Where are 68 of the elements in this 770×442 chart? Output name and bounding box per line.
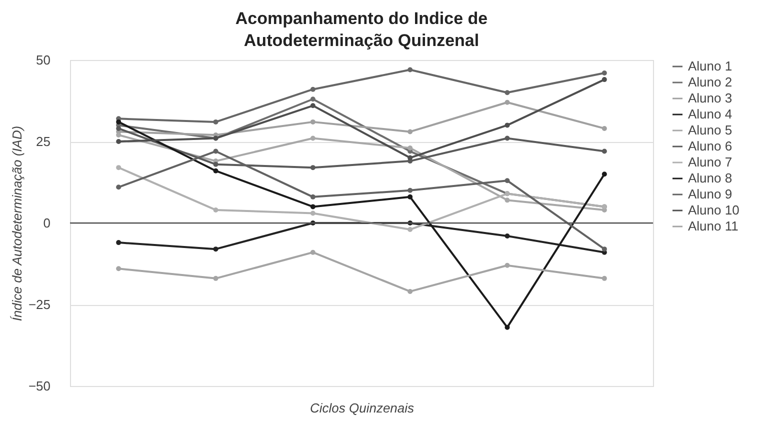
point <box>504 100 510 105</box>
point <box>602 77 607 82</box>
point <box>504 234 510 239</box>
point <box>408 227 413 232</box>
y-tick-label: −50 <box>28 378 50 394</box>
point <box>408 67 413 72</box>
point <box>310 210 316 216</box>
point <box>602 70 607 76</box>
legend-label: Aluno 2 <box>688 74 732 90</box>
point <box>602 148 607 154</box>
point <box>213 207 218 212</box>
point <box>504 198 510 203</box>
y-tick-label: −25 <box>28 297 50 312</box>
point <box>213 162 218 167</box>
point <box>408 146 413 151</box>
point <box>310 165 316 170</box>
y-tick-label: 25 <box>36 134 50 149</box>
point <box>213 148 218 154</box>
legend-label: Aluno 4 <box>688 106 732 122</box>
point <box>602 172 607 177</box>
point <box>213 276 218 281</box>
point <box>504 90 510 96</box>
point <box>116 240 122 246</box>
chart-title: Acompanhamento do Indice de Autodeterminação Quinzenal <box>235 9 488 50</box>
legend-label: Aluno 6 <box>688 138 732 154</box>
point <box>408 188 413 193</box>
point <box>310 194 316 200</box>
point <box>116 184 122 190</box>
point <box>310 136 316 141</box>
legend-label: Aluno 7 <box>688 154 732 170</box>
point <box>504 122 510 128</box>
point <box>116 266 122 272</box>
legend-label: Aluno 8 <box>688 170 732 186</box>
legend-label: Aluno 9 <box>688 186 732 202</box>
point <box>213 168 218 174</box>
point <box>504 178 510 184</box>
point <box>310 86 316 92</box>
point <box>602 276 607 281</box>
point <box>408 129 413 134</box>
point <box>310 96 316 102</box>
legend-label: Aluno 10 <box>688 202 740 218</box>
point <box>602 126 607 131</box>
point <box>310 250 316 255</box>
legend-label: Aluno 11 <box>688 218 738 234</box>
point <box>408 155 413 160</box>
point <box>408 288 413 294</box>
point <box>116 126 122 131</box>
point <box>116 139 122 144</box>
legend-label: Aluno 1 <box>688 58 732 74</box>
point <box>310 103 316 108</box>
point <box>116 119 122 124</box>
legend-label: Aluno 5 <box>688 122 732 138</box>
point <box>310 119 316 124</box>
point <box>602 246 607 252</box>
point <box>116 132 122 138</box>
y-tick-label: 50 <box>36 52 50 68</box>
point <box>504 136 510 141</box>
point <box>213 246 218 252</box>
y-tick-label: 0 <box>43 216 50 230</box>
point <box>504 324 510 330</box>
point <box>116 165 122 170</box>
point <box>504 262 510 268</box>
x-axis-title: Ciclos Quinzenais <box>310 400 415 416</box>
y-axis-title: Índice de Autodeterminação (IAD) <box>9 126 24 322</box>
point <box>408 194 413 200</box>
point <box>213 119 218 124</box>
legend-label: Aluno 3 <box>688 90 732 106</box>
point <box>310 204 316 210</box>
